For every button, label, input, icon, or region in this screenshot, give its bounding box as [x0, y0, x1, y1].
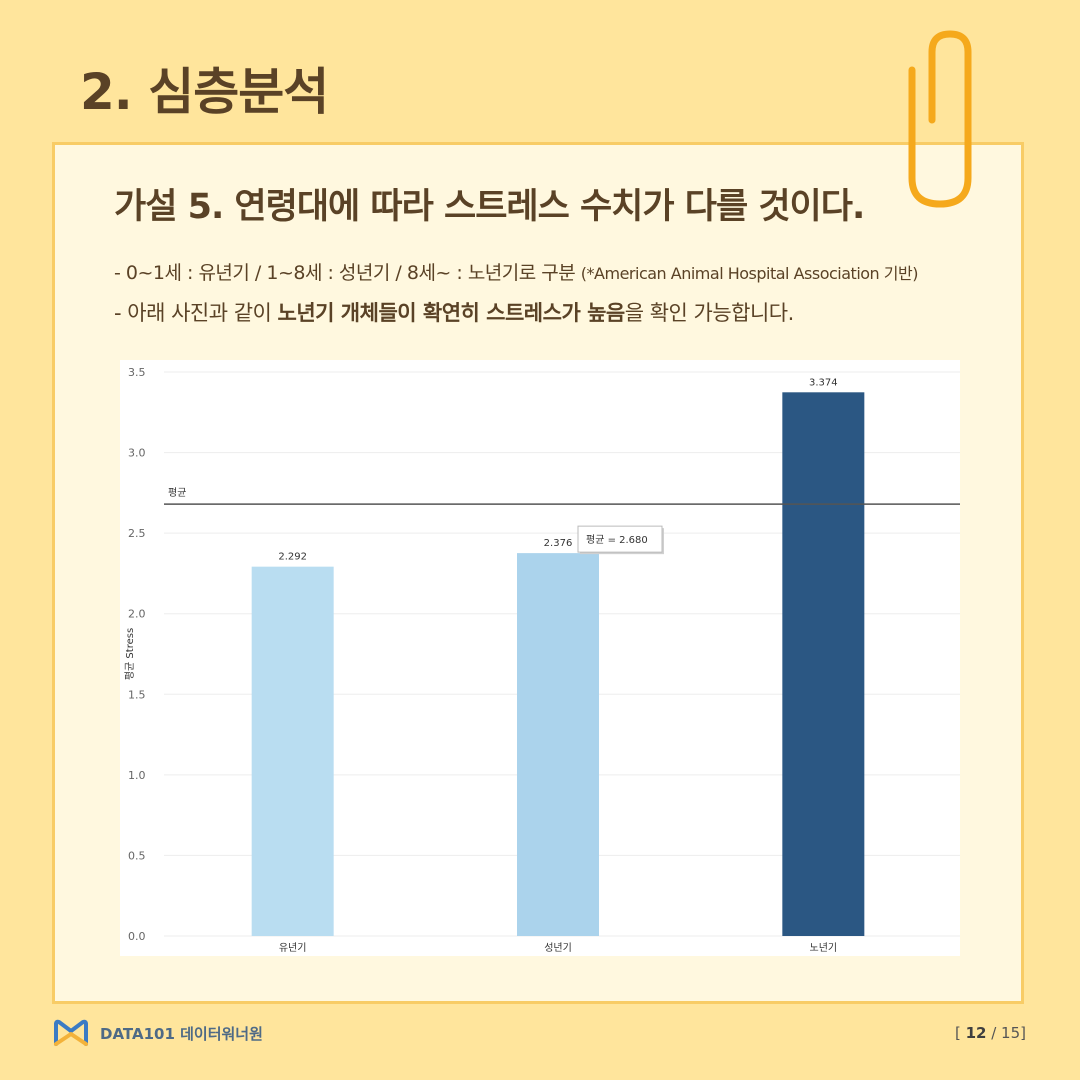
page-total: 15: [1001, 1024, 1021, 1042]
bar-3: [782, 392, 865, 936]
bar-2: [517, 553, 599, 936]
y-tick-label: 3.5: [128, 366, 146, 379]
y-tick-label: 3.0: [128, 447, 146, 460]
page-current: 12: [965, 1024, 987, 1042]
description-line-2-pre: - 아래 사진과 같이: [114, 301, 278, 325]
x-tick-label: 노년기: [810, 942, 838, 954]
bar-value-label: 2.376: [544, 538, 573, 549]
bar-value-label: 3.374: [809, 377, 838, 388]
average-line-label: 평균: [168, 487, 186, 499]
description-line-2: - 아래 사진과 같이 노년기 개체들이 확연히 스트레스가 높음을 확인 가능…: [114, 297, 794, 327]
hypothesis-title: 가설 5. 연령대에 따라 스트레스 수치가 다를 것이다.: [114, 187, 865, 227]
average-tooltip-text: 평균 = 2.680: [586, 534, 648, 546]
description-source-note: (*American Animal Hospital Association 기…: [580, 264, 919, 283]
bar-1: [251, 566, 334, 936]
description-line-1: - 0~1세 : 유년기 / 1~8세 : 성년기 / 8세~ : 노년기로 구…: [114, 258, 918, 285]
paperclip-icon: [908, 30, 972, 208]
description-line-2-post: 을 확인 가능합니다.: [624, 301, 795, 325]
y-tick-label: 2.0: [128, 608, 146, 621]
bar-chart: 0.0 0.5 1.0 1.5 2.0 2.5 3.0 3.5 평균 Stress 2.292 유년…: [120, 360, 960, 956]
data101-logo-icon: [54, 1019, 88, 1046]
y-tick-label: 1.5: [128, 688, 146, 701]
average-tooltip: [577, 525, 663, 553]
page-indicator: [ 12 / 15]: [954, 1024, 1026, 1042]
bar-chart-svg: 0.0 0.5 1.0 1.5 2.0 2.5 3.0 3.5 평균 Stress 2.292 유년…: [124, 366, 960, 954]
section-title: 2. 심층분석: [80, 63, 329, 121]
brand-name: DATA101 데이터워너원: [100, 1024, 263, 1043]
x-tick-label: 유년기: [279, 942, 307, 954]
footer-brand: DATA101 데이터워너원: [52, 1018, 263, 1048]
description-age-groups: - 0~1세 : 유년기 / 1~8세 : 성년기 / 8세~ : 노년기로 구…: [114, 262, 576, 284]
y-axis-label: 평균 Stress: [124, 628, 136, 680]
description-line-2-bold: 노년기 개체들이 확연히 스트레스가 높음: [277, 301, 626, 325]
y-tick-label: 0.0: [128, 930, 146, 943]
x-tick-label: 성년기: [544, 942, 572, 954]
y-tick-label: 0.5: [128, 849, 146, 862]
y-tick-label: 1.0: [128, 769, 146, 782]
y-tick-label: 2.5: [128, 527, 146, 540]
bar-value-label: 2.292: [278, 552, 307, 563]
